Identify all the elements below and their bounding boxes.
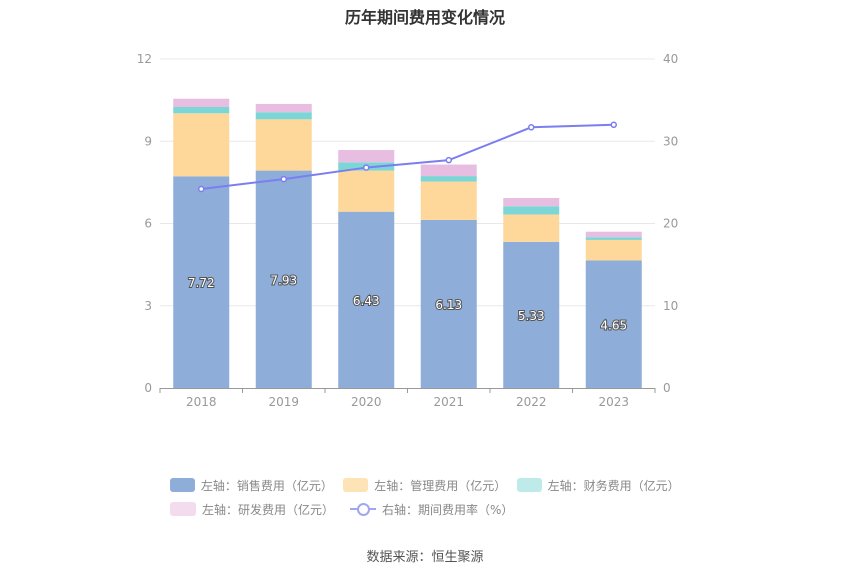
legend-label-admin: 左轴：管理费用（亿元） — [374, 478, 507, 493]
legend-label-sales: 左轴：销售费用（亿元） — [200, 478, 333, 493]
bar-rd — [338, 150, 395, 163]
rate-point — [363, 164, 370, 171]
bar-data-label: 5.33 — [518, 309, 545, 323]
bar-admin — [338, 170, 395, 212]
bar-data-label: 4.65 — [600, 318, 627, 332]
bar-labels: 7.72 7.93 6.43 6.13 5.33 4.65 — [187, 272, 628, 333]
left-axis: 0 3 6 9 12 — [137, 52, 152, 395]
bar-rd — [173, 98, 230, 107]
bar-admin — [420, 181, 477, 220]
x-tick-label: 2022 — [516, 395, 547, 409]
bar-admin — [503, 214, 560, 242]
bar-finance — [503, 206, 560, 215]
y-tick-label-right: 0 — [663, 381, 671, 395]
legend-item-admin[interactable]: 左轴：管理费用（亿元） — [343, 477, 507, 494]
bar-finance — [420, 176, 477, 182]
x-tick-label: 2019 — [268, 395, 299, 409]
y-tick-label-left: 9 — [144, 134, 152, 148]
bar-rd — [503, 198, 560, 207]
y-tick-label-left: 0 — [144, 381, 152, 395]
y-tick-label-right: 30 — [663, 134, 678, 148]
rate-point — [280, 175, 287, 183]
right-axis: 0 10 20 30 40 — [663, 52, 678, 395]
bar-rd — [420, 164, 477, 177]
rate-point — [610, 121, 617, 129]
legend-label-rd: 左轴：研发费用（亿元） — [202, 502, 335, 517]
rate-point — [198, 185, 205, 193]
rate-point — [528, 124, 535, 131]
legend: 左轴：销售费用（亿元） 左轴：管理费用（亿元） 左轴：财务费用（亿元） 左轴：研… — [170, 473, 690, 521]
x-tick-label: 2018 — [186, 395, 217, 409]
bar-finance — [255, 112, 312, 120]
x-tick-label: 2020 — [351, 395, 382, 409]
rate-line — [198, 121, 617, 193]
bar-sales — [503, 241, 560, 388]
bar-finance — [585, 237, 642, 240]
chart-title: 历年期间费用变化情况 — [344, 8, 505, 27]
bar-admin — [255, 119, 312, 171]
bar-sales — [420, 219, 477, 388]
bar-rd — [255, 103, 312, 113]
x-tick-label: 2021 — [433, 395, 464, 409]
bar-sales — [585, 260, 642, 388]
bar-sales — [338, 211, 395, 388]
grid-lines — [160, 58, 655, 307]
source-note: 数据来源：恒生聚源 — [366, 550, 484, 565]
rate-point — [445, 156, 452, 164]
bar-rd — [585, 231, 642, 238]
y-tick-label-left: 6 — [144, 217, 152, 231]
legend-label-finance: 左轴：财务费用（亿元） — [547, 478, 680, 493]
bar-data-label: 6.43 — [353, 294, 380, 308]
bar-admin — [173, 113, 230, 177]
rate-line-path — [201, 123, 614, 190]
y-tick-label-right: 10 — [663, 299, 678, 313]
legend-item-finance[interactable]: 左轴：财务费用（亿元） — [516, 477, 680, 494]
bar-data-label: 7.93 — [270, 273, 297, 287]
legend-item-rd[interactable]: 左轴：研发费用（亿元） — [170, 501, 334, 518]
bars — [173, 98, 642, 388]
legend-item-sales[interactable]: 左轴：销售费用（亿元） — [170, 477, 333, 494]
legend-swatch-sales — [170, 478, 195, 492]
legend-item-rate[interactable]: 右轴：期间费用率（%） — [350, 501, 513, 518]
legend-label-rate: 右轴：期间费用率（%） — [382, 502, 514, 517]
bar-sales — [255, 170, 312, 388]
bar-sales — [173, 176, 230, 388]
y-tick-label-left: 12 — [137, 52, 152, 66]
bar-data-label: 6.13 — [435, 298, 462, 312]
legend-swatch-admin — [343, 478, 369, 492]
legend-swatch-rd — [170, 502, 196, 516]
bar-data-label: 7.72 — [188, 276, 215, 290]
legend-swatch-rate — [350, 502, 377, 516]
x-axis: 2018 2019 2020 2021 2022 2023 — [159, 388, 656, 409]
y-tick-label-right: 40 — [663, 52, 678, 66]
x-tick-label: 2023 — [598, 395, 629, 409]
bar-finance — [173, 106, 230, 114]
y-tick-label-right: 20 — [663, 217, 678, 231]
legend-swatch-finance — [516, 478, 542, 492]
bar-admin — [585, 239, 642, 261]
y-tick-label-left: 3 — [144, 299, 152, 313]
chart-plot: 0 3 6 9 12 0 10 20 30 40 7.72 7.93 6.43 6.13 5.33 4.6… — [137, 52, 679, 409]
